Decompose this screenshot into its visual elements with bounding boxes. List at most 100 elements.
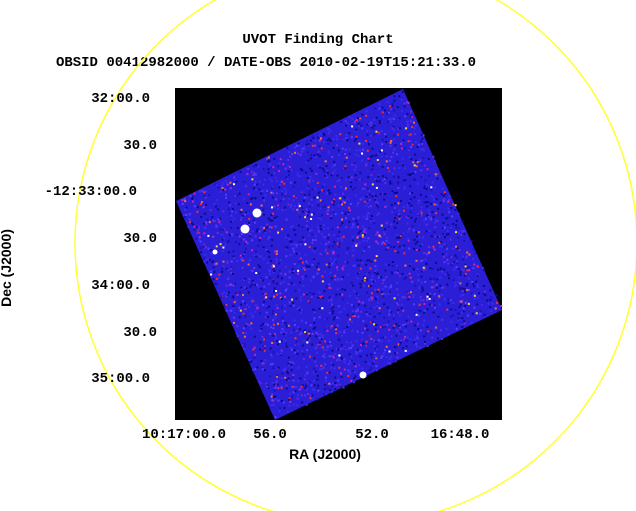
noise-pixel	[267, 217, 270, 220]
noise-pixel	[306, 151, 309, 154]
noise-pixel	[274, 387, 277, 390]
noise-pixel	[350, 281, 353, 284]
noise-pixel	[292, 185, 295, 188]
noise-pixel	[184, 200, 187, 203]
noise-pixel	[283, 310, 286, 313]
noise-pixel	[397, 251, 400, 254]
noise-pixel	[336, 266, 338, 269]
noise-pixel	[296, 208, 299, 211]
noise-pixel	[327, 206, 330, 209]
noise-pixel	[381, 291, 383, 294]
noise-pixel	[305, 321, 308, 324]
noise-pixel	[368, 245, 371, 248]
noise-pixel	[325, 173, 327, 176]
noise-pixel	[442, 199, 445, 202]
noise-pixel	[380, 276, 383, 279]
noise-pixel	[424, 280, 427, 283]
noise-pixel	[231, 210, 234, 213]
noise-pixel	[273, 205, 276, 208]
noise-pixel	[466, 289, 469, 292]
noise-pixel	[208, 258, 211, 261]
noise-pixel	[384, 152, 387, 155]
noise-pixel	[421, 286, 424, 289]
noise-pixel	[272, 212, 274, 215]
noise-pixel	[302, 293, 305, 296]
noise-pixel	[339, 348, 342, 351]
noise-pixel	[272, 271, 275, 274]
noise-pixel	[275, 258, 278, 261]
noise-pixel	[325, 376, 327, 379]
noise-pixel	[389, 118, 392, 121]
noise-pixel	[431, 286, 434, 289]
noise-pixel	[414, 124, 417, 127]
noise-pixel	[203, 243, 206, 246]
noise-pixel	[248, 223, 251, 226]
noise-pixel	[366, 291, 368, 294]
noise-pixel	[304, 171, 307, 174]
x-tick-label: 52.0	[355, 427, 389, 443]
noise-pixel	[420, 281, 423, 284]
x-tick-label: 10:17:00.0	[141, 427, 226, 443]
noise-pixel	[205, 223, 208, 225]
noise-pixel	[360, 178, 363, 181]
noise-pixel	[262, 246, 265, 249]
noise-pixel	[399, 343, 402, 346]
noise-pixel	[321, 334, 324, 337]
noise-pixel	[246, 201, 249, 204]
noise-pixel	[427, 215, 430, 218]
noise-pixel	[217, 218, 220, 221]
noise-pixel	[292, 199, 295, 202]
noise-pixel	[378, 107, 381, 110]
noise-pixel	[376, 330, 379, 333]
noise-pixel	[284, 274, 287, 277]
noise-pixel	[307, 144, 310, 147]
noise-pixel	[288, 174, 290, 177]
noise-pixel	[407, 315, 410, 318]
noise-pixel	[300, 295, 303, 298]
noise-pixel	[318, 341, 321, 344]
noise-pixel	[390, 155, 393, 158]
noise-pixel	[242, 300, 244, 303]
noise-pixel	[244, 243, 247, 245]
noise-pixel	[255, 230, 258, 233]
noise-pixel	[308, 301, 311, 304]
noise-pixel	[270, 353, 273, 356]
noise-pixel	[271, 333, 274, 336]
noise-pixel	[279, 354, 282, 357]
noise-pixel	[386, 101, 389, 104]
noise-pixel	[248, 306, 251, 308]
noise-pixel	[355, 137, 358, 140]
noise-pixel	[279, 292, 282, 295]
noise-pixel	[251, 283, 254, 286]
noise-pixel	[236, 325, 239, 328]
noise-pixel	[291, 365, 294, 368]
noise-pixel	[433, 285, 436, 288]
noise-pixel	[250, 360, 253, 363]
noise-pixel	[271, 404, 274, 407]
noise-pixel	[338, 383, 341, 386]
noise-pixel	[385, 239, 388, 242]
noise-pixel	[259, 237, 262, 239]
noise-pixel	[424, 267, 427, 270]
noise-pixel	[242, 238, 245, 241]
noise-pixel	[451, 215, 454, 218]
noise-pixel	[183, 198, 186, 200]
noise-pixel	[400, 142, 403, 145]
noise-pixel	[280, 297, 283, 300]
noise-pixel	[472, 248, 475, 251]
noise-pixel	[264, 178, 266, 181]
noise-pixel	[463, 290, 466, 293]
noise-pixel	[285, 218, 288, 221]
noise-pixel	[331, 312, 334, 315]
noise-pixel	[456, 247, 459, 250]
noise-pixel	[318, 230, 320, 233]
noise-pixel	[393, 114, 396, 117]
noise-pixel	[439, 245, 442, 248]
noise-pixel	[291, 385, 294, 388]
noise-pixel	[264, 231, 267, 234]
noise-pixel	[386, 236, 389, 239]
y-tick-label: 30.0	[123, 231, 157, 247]
noise-pixel	[296, 352, 299, 355]
noise-pixel	[396, 302, 398, 305]
noise-pixel	[302, 277, 304, 280]
